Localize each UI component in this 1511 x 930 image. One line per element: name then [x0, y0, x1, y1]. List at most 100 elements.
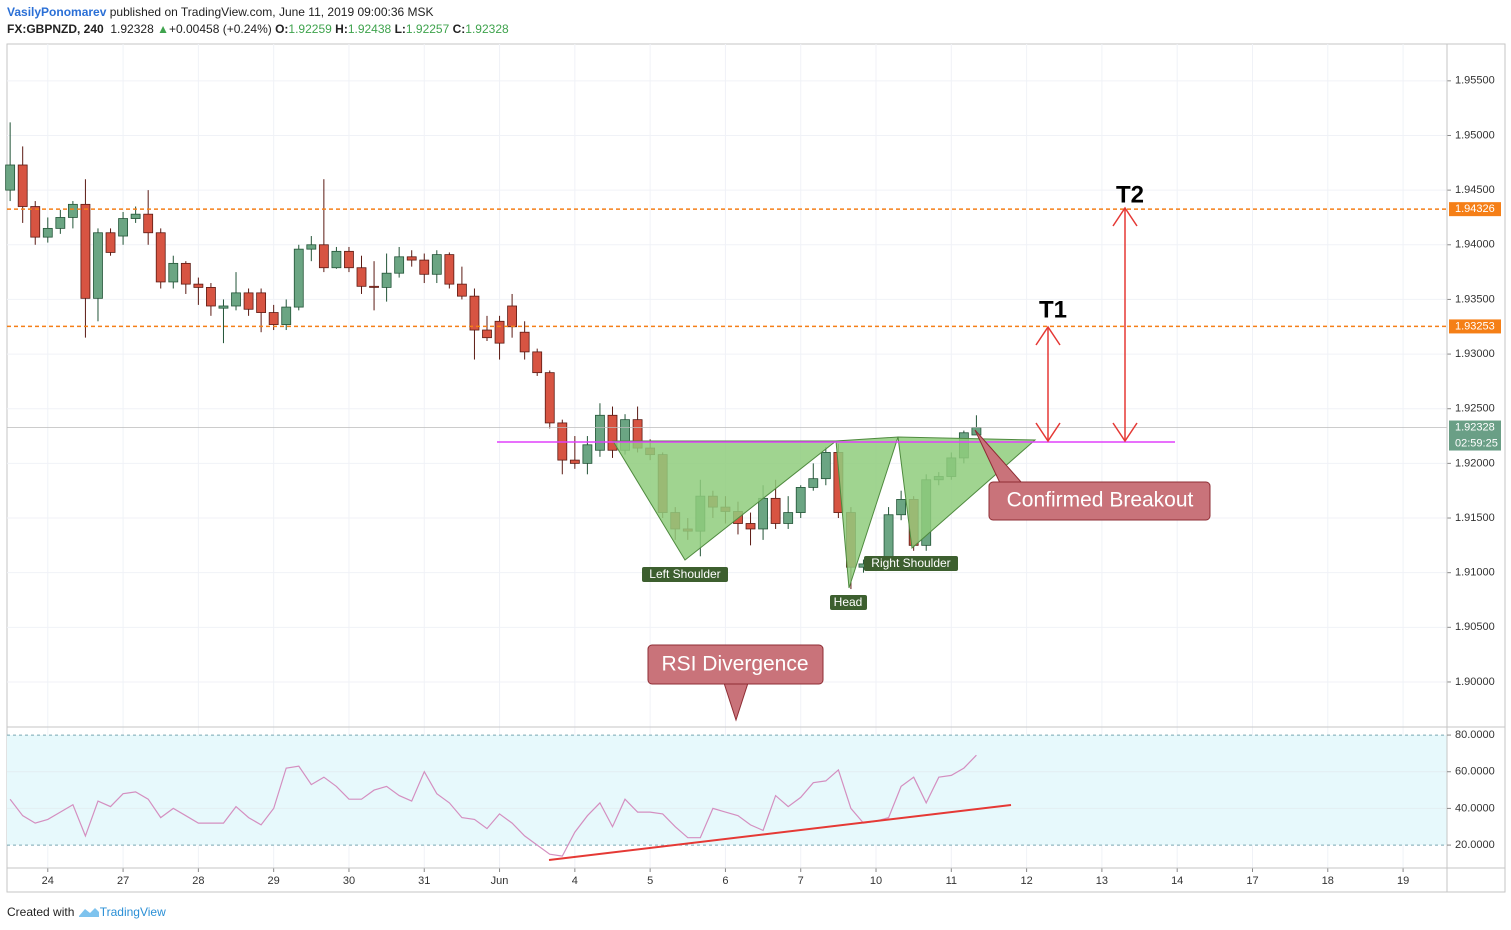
- y-tick-label: 1.93000: [1455, 348, 1495, 360]
- level-label: 1.94326: [1455, 203, 1495, 215]
- target-arrows: [1035, 206, 1138, 443]
- level-box: [1449, 319, 1501, 334]
- x-tick-label: 11: [946, 875, 957, 887]
- candle-body: [344, 250, 354, 269]
- x-tick-label: Jun: [491, 875, 509, 887]
- head-label: Head: [834, 595, 863, 609]
- candle-body: [431, 254, 442, 275]
- low: 1.92257: [405, 22, 450, 36]
- candle-body: [419, 259, 430, 275]
- y-tick-label: 1.90500: [1455, 621, 1495, 633]
- chart: Left Shoulder Head Right Shoulder T1 T2 …: [5, 43, 1506, 893]
- y-tick-label: 1.91500: [1455, 512, 1495, 524]
- header-line-2: FX:GBPNZD, 240 1.92328 ▲+0.00458 (+0.24%…: [7, 21, 509, 38]
- high: 1.92438: [347, 22, 392, 36]
- header-line-1: VasilyPonomarev published on TradingView…: [7, 4, 509, 21]
- c-label: C:: [452, 22, 466, 36]
- y-tick-label: 1.91000: [1455, 567, 1495, 579]
- label-box: [642, 567, 728, 582]
- x-tick-label: 19: [1397, 875, 1409, 887]
- y-tick-label: 1.92000: [1455, 457, 1495, 469]
- candle-body: [243, 292, 254, 310]
- candle-body: [758, 497, 768, 530]
- arrow-head: [1112, 206, 1138, 227]
- y-tick-label: 20.0000: [1455, 839, 1495, 851]
- candle-body: [783, 512, 794, 524]
- candle-body: [206, 287, 216, 307]
- countdown-label: 02:59:25: [1455, 437, 1498, 449]
- header: VasilyPonomarev published on TradingView…: [7, 4, 509, 38]
- candle-body: [118, 218, 128, 237]
- candle-body: [218, 305, 229, 309]
- rsi-trendline: [548, 804, 1012, 861]
- candle-body: [256, 292, 267, 313]
- t2-label: T2: [1116, 181, 1144, 208]
- x-tick-label: 10: [870, 875, 882, 887]
- candle-body: [67, 203, 78, 218]
- candle-body: [795, 487, 806, 513]
- x-tick-label: 12: [1020, 875, 1032, 887]
- arrow: ▲: [157, 22, 169, 36]
- y-tick-label: 40.0000: [1455, 802, 1495, 814]
- candle-body: [507, 305, 517, 328]
- candle-body: [494, 320, 505, 344]
- candle-body: [155, 232, 166, 283]
- candle-body: [544, 372, 555, 424]
- candle-body: [745, 523, 756, 530]
- left-shoulder-shape: [612, 440, 838, 561]
- candle-body: [569, 459, 580, 464]
- last-price-label: 1.92328: [1455, 421, 1495, 433]
- candle-body: [457, 283, 467, 297]
- rsi-line: [9, 754, 977, 857]
- created: Created with: [7, 905, 75, 919]
- x-tick-label: 29: [268, 875, 280, 887]
- last: 1.92328: [110, 22, 154, 36]
- x-tick-label: 28: [192, 875, 204, 887]
- x-tick-label: 17: [1246, 875, 1258, 887]
- candle-body: [5, 164, 16, 191]
- author[interactable]: VasilyPonomarev: [7, 5, 107, 19]
- candle-body: [318, 244, 329, 269]
- open: 1.92259: [288, 22, 332, 36]
- y-tick-label: 1.92500: [1455, 403, 1495, 415]
- brand[interactable]: TradingView: [99, 905, 166, 919]
- level-label: 1.93253: [1455, 320, 1495, 332]
- candle-body: [281, 306, 292, 325]
- candle-body: [607, 414, 618, 451]
- candle-body: [770, 497, 781, 524]
- h-label: H:: [335, 22, 348, 36]
- candle-body: [293, 248, 304, 308]
- candle-body: [406, 256, 417, 261]
- published: published on TradingView.com, June 11, 2…: [109, 5, 434, 19]
- x-tick-label: 7: [798, 875, 804, 887]
- candle-body: [80, 203, 91, 299]
- candle-body: [193, 283, 204, 288]
- last-price-box: [1449, 420, 1501, 451]
- o-label: O:: [275, 22, 289, 36]
- candle-body: [306, 244, 317, 250]
- y-tick-label: 1.90000: [1455, 676, 1495, 688]
- label-box: [830, 595, 867, 610]
- y-tick-label: 60.0000: [1455, 766, 1495, 778]
- candle-body: [168, 262, 179, 283]
- y-tick-label: 1.95000: [1455, 129, 1495, 141]
- arrow-head: [1035, 325, 1061, 346]
- x-tick-label: 31: [418, 875, 430, 887]
- candle-body: [93, 232, 103, 299]
- rsi-band: [7, 735, 1447, 846]
- x-tick-label: 30: [343, 875, 355, 887]
- candle-body: [820, 452, 831, 480]
- footer: Created with TradingView: [7, 904, 166, 919]
- x-tick-label: 4: [572, 875, 578, 887]
- candle-body: [519, 331, 530, 353]
- callout-box: [647, 644, 824, 685]
- candle-body: [582, 444, 593, 464]
- candle-body: [180, 262, 191, 285]
- t1-label: T1: [1039, 296, 1067, 323]
- candle-body: [482, 329, 492, 339]
- x-tick-label: 13: [1096, 875, 1108, 887]
- candle-body: [808, 478, 819, 488]
- y-tick-label: 1.95500: [1455, 75, 1495, 87]
- left-shoulder-label: Left Shoulder: [649, 567, 720, 581]
